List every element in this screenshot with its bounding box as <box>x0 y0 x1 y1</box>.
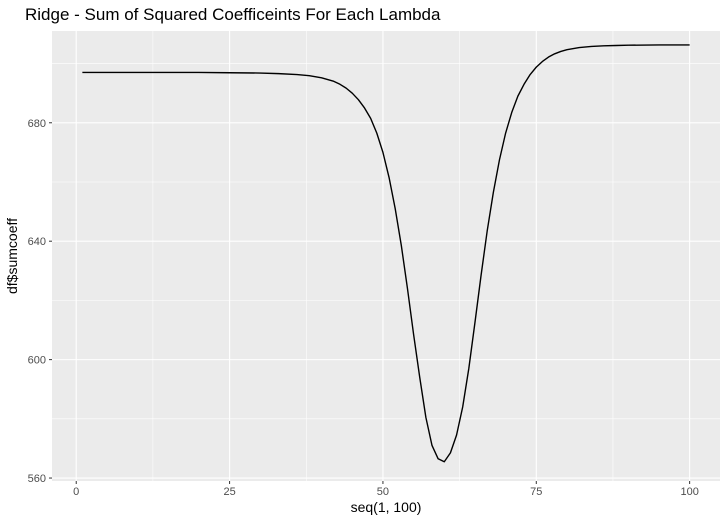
y-tick-label: 600 <box>28 355 46 367</box>
series-line <box>82 44 690 463</box>
grid-minor <box>52 31 720 481</box>
x-axis-title: seq(1, 100) <box>351 499 422 515</box>
x-tick-label: 25 <box>223 486 235 498</box>
y-tick-label: 680 <box>28 118 46 130</box>
y-tick-label: 560 <box>28 473 46 485</box>
x-tick-label: 100 <box>680 486 698 498</box>
chart-title: Ridge - Sum of Squared Coefficeints For … <box>25 5 441 24</box>
x-tick-label: 0 <box>73 486 79 498</box>
y-axis: 560 600 640 680 <box>28 118 52 485</box>
y-axis-title: df$sumcoeff <box>4 218 20 294</box>
x-tick-label: 50 <box>377 486 389 498</box>
x-tick-label: 75 <box>530 486 542 498</box>
plot-panel <box>52 31 720 481</box>
x-axis: 0 25 50 75 100 <box>73 481 699 498</box>
series-layer <box>82 44 690 463</box>
grid-major <box>52 31 720 481</box>
y-tick-label: 640 <box>28 236 46 248</box>
